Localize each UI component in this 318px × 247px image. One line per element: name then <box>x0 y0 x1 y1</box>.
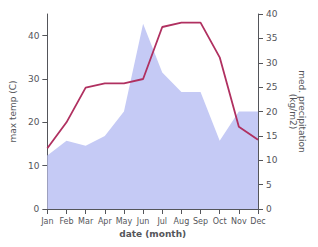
svg-text:40: 40 <box>266 9 278 19</box>
svg-text:(kg/m2): (kg/m2) <box>288 94 298 129</box>
svg-text:Apr: Apr <box>98 217 113 226</box>
svg-text:30: 30 <box>28 74 40 84</box>
svg-text:Aug: Aug <box>174 217 190 226</box>
svg-text:May: May <box>116 217 133 226</box>
svg-text:35: 35 <box>266 33 277 43</box>
svg-text:0: 0 <box>266 204 272 214</box>
svg-text:med. precipitation: med. precipitation <box>296 70 307 153</box>
svg-text:5: 5 <box>266 180 272 190</box>
svg-text:20: 20 <box>28 117 40 127</box>
svg-text:25: 25 <box>266 82 277 92</box>
svg-text:Jan: Jan <box>40 217 53 226</box>
svg-text:Jul: Jul <box>156 217 167 226</box>
svg-text:Mar: Mar <box>78 217 94 226</box>
svg-text:20: 20 <box>266 107 278 117</box>
svg-text:30: 30 <box>266 58 278 68</box>
svg-text:10: 10 <box>266 155 278 165</box>
svg-text:Dec: Dec <box>250 217 265 226</box>
svg-text:0: 0 <box>34 204 40 214</box>
svg-text:date (month): date (month) <box>119 229 186 239</box>
svg-text:Jun: Jun <box>136 217 150 226</box>
svg-text:max temp (C): max temp (C) <box>8 80 18 142</box>
svg-text:Oct: Oct <box>213 217 227 226</box>
svg-text:40: 40 <box>28 31 40 41</box>
svg-text:Sep: Sep <box>193 217 208 226</box>
svg-text:Feb: Feb <box>59 217 73 226</box>
svg-text:Nov: Nov <box>231 217 247 226</box>
svg-text:15: 15 <box>266 131 277 141</box>
svg-text:10: 10 <box>28 161 40 171</box>
